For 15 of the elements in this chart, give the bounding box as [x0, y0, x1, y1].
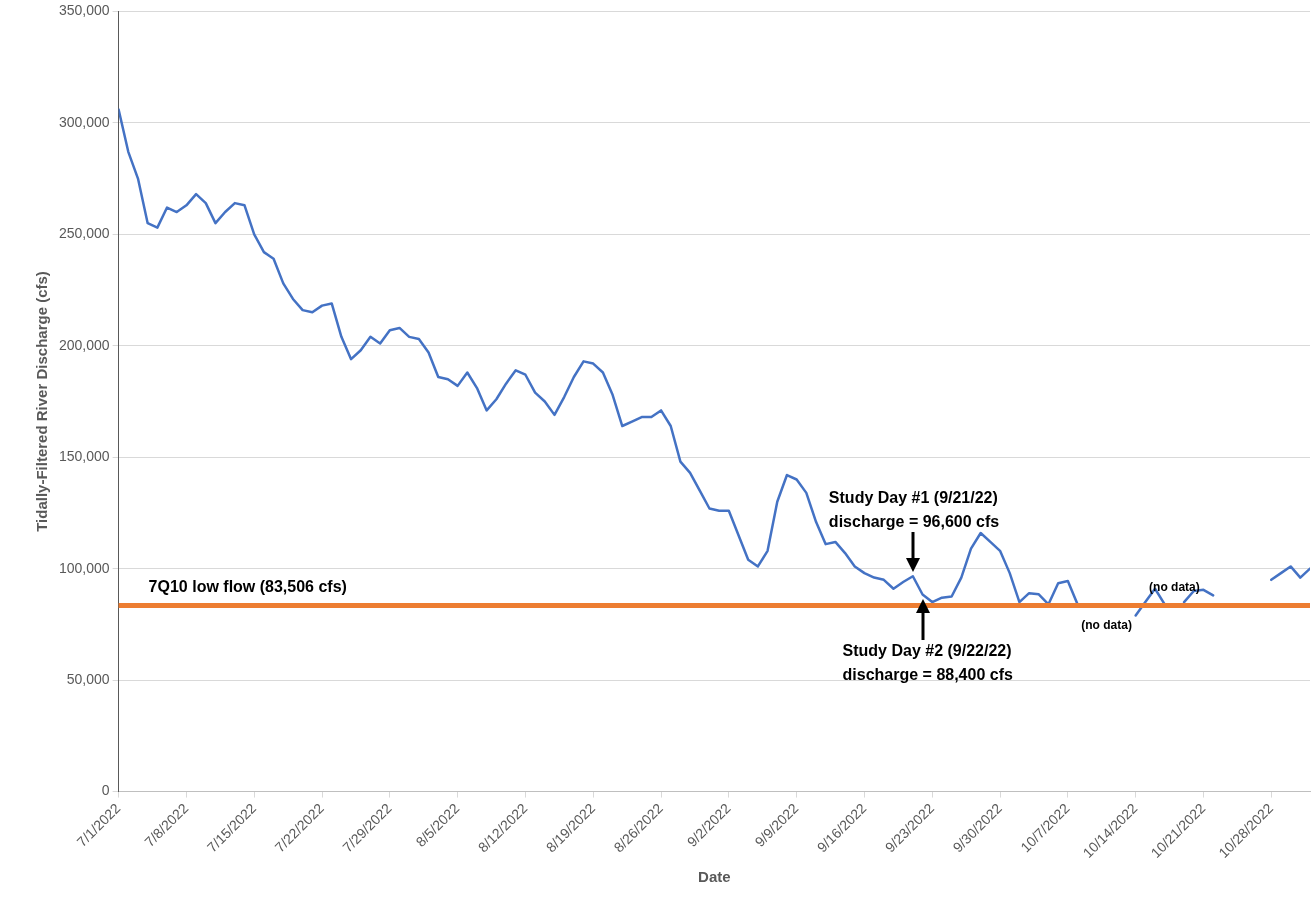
ref-line-label: 7Q10 low flow (83,506 cfs)	[148, 577, 347, 595]
y-tick-label: 0	[101, 782, 110, 799]
annotation: Study Day #2 (9/22/22) discharge = 88,400 cfs	[842, 641, 1013, 683]
annotation: (no data)	[1149, 579, 1200, 594]
y-tick-label: 100,000	[59, 559, 110, 576]
y-tick-label: 50,000	[66, 670, 110, 687]
y-tick-label: 250,000	[59, 225, 110, 242]
y-tick-label: 150,000	[59, 448, 110, 465]
y-tick-label: 200,000	[59, 336, 110, 353]
x-axis-title: Date	[698, 868, 731, 886]
annotation: Study Day #1 (9/21/22) discharge = 96,600 cfs	[828, 488, 1000, 530]
y-axis-title: Tidally-Filtered River Discharge (cfs)	[33, 271, 51, 532]
y-tick-label: 350,000	[59, 2, 110, 19]
annotation: (no data)	[1081, 617, 1132, 632]
y-tick-label: 300,000	[59, 113, 110, 130]
